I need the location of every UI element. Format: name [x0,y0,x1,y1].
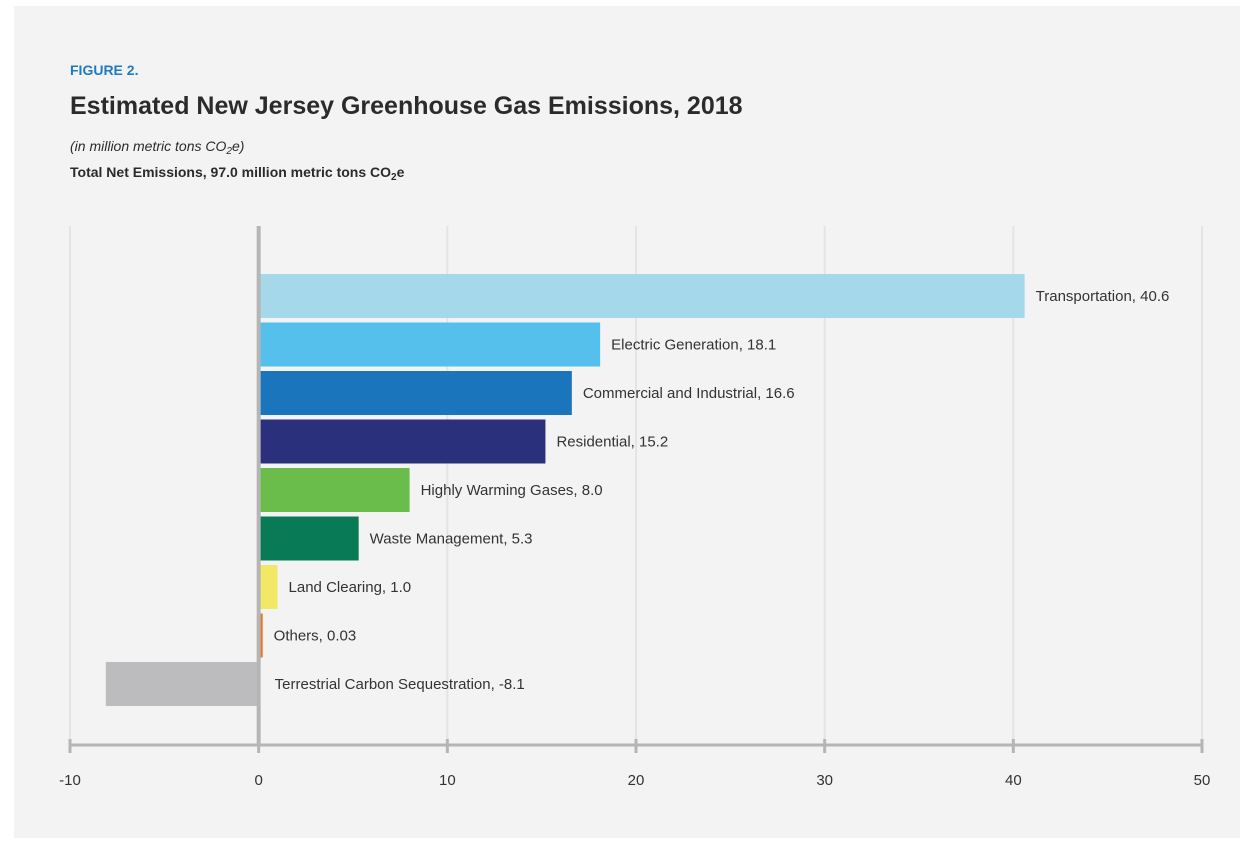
total-subscript: 2 [391,172,397,183]
bar-label-0: Transportation, 40.6 [1036,288,1170,305]
subtitle-suffix: e) [231,138,245,154]
bar-label-6: Land Clearing, 1.0 [289,579,412,596]
x-axis: -10 0 10 20 30 40 50 [59,226,1210,789]
bar-label-7: Others, 0.03 [274,628,357,645]
x-tick-label-2: 10 [439,772,456,789]
bar-5 [258,516,359,561]
bars [105,274,1025,706]
bar-1 [258,322,601,367]
bar-labels: Transportation, 40.6 Electric Generation,… [274,288,1170,693]
x-tick-label-0: -10 [59,772,81,789]
bar-8 [105,662,259,706]
x-tick-label-1: 0 [254,772,262,789]
total-suffix: e [396,164,405,180]
bar-2 [258,371,572,415]
bar-0 [258,274,1025,318]
bar-label-4: Highly Warming Gases, 8.0 [421,482,603,499]
bar-label-3: Residential, 15.2 [556,434,668,451]
total-emissions-note: Total Net Emissions, 97.0 million metric… [70,164,405,183]
total-prefix: Total Net Emissions, 97.0 million metric… [70,164,392,180]
bar-label-1: Electric Generation, 18.1 [611,337,776,354]
figure-label: FIGURE 2. [70,62,139,78]
x-tick-label-6: 50 [1194,772,1211,789]
bar-6 [258,565,278,609]
bar-label-8: Terrestrial Carbon Sequestration, -8.1 [275,676,525,693]
bar-3 [258,419,546,464]
subtitle-subscript: 2 [226,146,232,157]
bar-label-2: Commercial and Industrial, 16.6 [583,385,795,402]
chart-subtitle: (in million metric tons CO2e) [70,138,245,157]
bar-label-5: Waste Management, 5.3 [370,531,533,548]
x-tick-label-4: 30 [816,772,833,789]
x-tick-label-3: 20 [628,772,645,789]
bar-4 [258,468,410,512]
x-tick-label-5: 40 [1005,772,1022,789]
chart-title: Estimated New Jersey Greenhouse Gas Emis… [70,92,743,120]
subtitle-prefix: (in million metric tons CO [70,138,227,154]
